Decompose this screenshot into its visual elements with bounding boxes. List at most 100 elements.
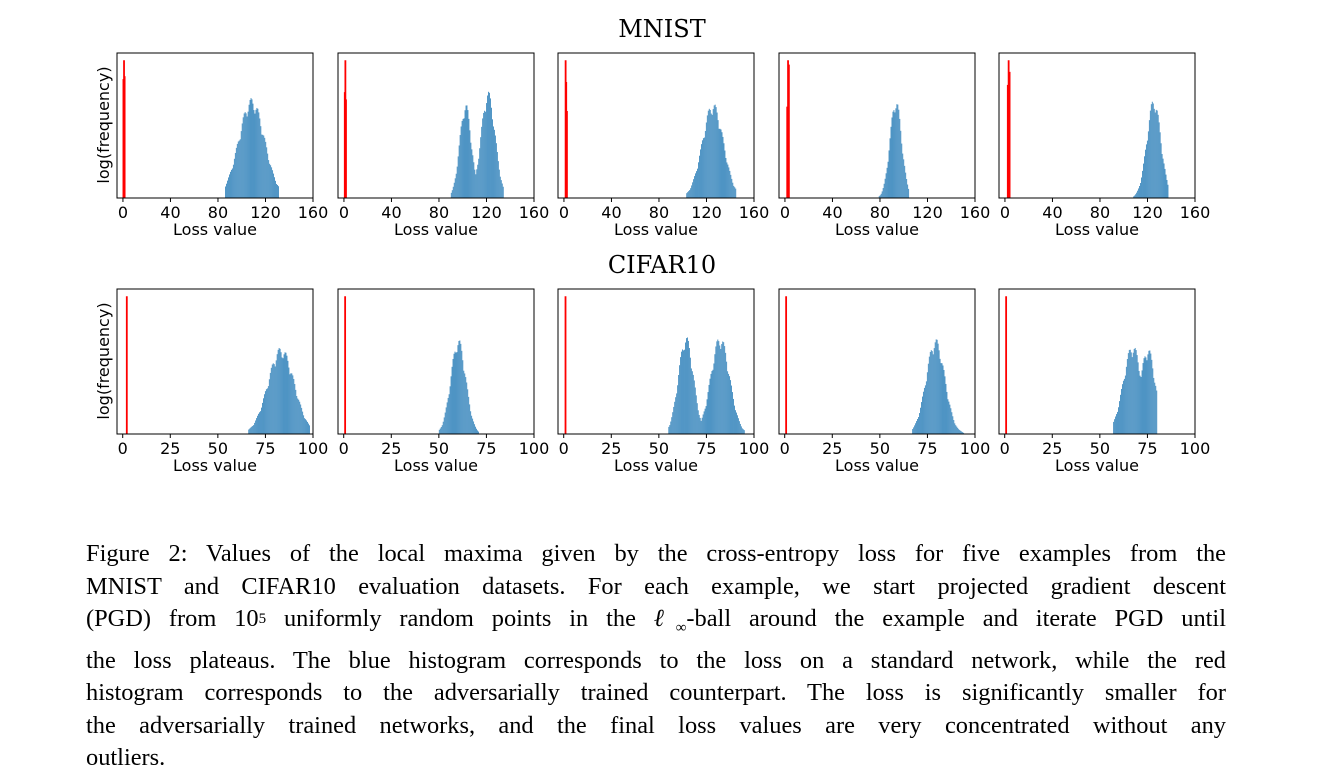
blue-histogram-bar xyxy=(1131,357,1133,434)
blue-histogram-bar xyxy=(264,137,266,198)
blue-histogram-bar xyxy=(232,164,234,198)
blue-histogram-bar xyxy=(236,143,238,198)
blue-histogram-bar xyxy=(1157,114,1159,198)
blue-histogram-bar xyxy=(274,177,275,198)
blue-histogram-bar xyxy=(739,423,741,434)
x-tick-label: 120 xyxy=(912,203,943,222)
blue-histogram-bar xyxy=(929,351,931,434)
blue-histogram-bar xyxy=(475,426,477,434)
blue-histogram-bar xyxy=(284,352,286,434)
blue-histogram-bar xyxy=(732,392,733,434)
blue-histogram-bar xyxy=(1137,362,1139,434)
blue-histogram-bar xyxy=(492,119,493,198)
blue-histogram-bar xyxy=(729,170,731,198)
blue-histogram-bar xyxy=(954,423,956,434)
red-histogram-bar xyxy=(125,296,128,434)
caption-line-4: the loss plateaus. The blue histogram co… xyxy=(86,646,1226,674)
blue-histogram-bar xyxy=(250,98,252,198)
red-histogram-bar xyxy=(1008,71,1011,198)
blue-histogram-bar xyxy=(701,417,703,434)
blue-histogram-bar xyxy=(445,407,447,434)
blue-histogram-bar xyxy=(713,363,715,434)
caption-line-3: (PGD) from 105 uniformly random points i… xyxy=(86,605,1226,637)
blue-histogram-bar xyxy=(1148,350,1150,434)
blue-histogram-bar xyxy=(955,425,957,434)
blue-histogram-bar xyxy=(237,141,239,198)
blue-histogram-bar xyxy=(249,428,251,434)
blue-histogram-bar xyxy=(689,190,691,198)
blue-histogram-bar xyxy=(479,148,481,198)
x-tick-label: 100 xyxy=(1180,439,1211,458)
blue-histogram-bar xyxy=(473,162,475,198)
blue-histogram-bar xyxy=(694,387,696,434)
plot-frame xyxy=(998,288,1196,435)
blue-histogram-bar xyxy=(253,425,255,434)
blue-histogram-bar xyxy=(305,419,307,434)
blue-histogram-bar xyxy=(735,188,737,198)
blue-histogram-bar xyxy=(953,420,955,434)
plot-frame xyxy=(337,288,535,435)
blue-histogram-bar xyxy=(903,159,905,198)
blue-histogram-bar xyxy=(924,385,926,434)
blue-histogram-bar xyxy=(263,398,264,434)
blue-histogram-bar xyxy=(1113,421,1115,434)
blue-histogram-bar xyxy=(235,147,237,198)
blue-histogram-bar xyxy=(741,428,743,434)
blue-histogram-bar xyxy=(1141,370,1143,434)
blue-histogram-bar xyxy=(278,347,280,434)
blue-histogram-bar xyxy=(670,421,672,434)
blue-histogram-bar xyxy=(1114,419,1116,434)
blue-histogram-bar xyxy=(1124,375,1126,434)
blue-histogram-bar xyxy=(308,423,309,434)
blue-histogram-bar xyxy=(1143,358,1145,434)
blue-histogram-bar xyxy=(720,129,722,198)
blue-histogram-bar xyxy=(706,399,708,434)
blue-histogram-bar xyxy=(450,192,452,198)
blue-histogram-bar xyxy=(1143,163,1144,198)
blue-histogram-bar xyxy=(248,104,250,198)
mnist-row-title: MNIST xyxy=(618,15,706,43)
blue-histogram-bar xyxy=(458,145,460,198)
blue-histogram-bar xyxy=(276,183,277,198)
plot-frame xyxy=(557,288,755,435)
x-tick-label: 0 xyxy=(1000,439,1010,458)
blue-histogram-bar xyxy=(1149,350,1151,434)
blue-histogram-bar xyxy=(263,394,265,434)
blue-histogram-bar xyxy=(449,386,451,434)
blue-histogram-bar xyxy=(1132,352,1134,434)
blue-histogram-bar xyxy=(1144,156,1145,198)
x-tick-label: 25 xyxy=(160,439,180,458)
blue-histogram-bar xyxy=(1129,349,1131,434)
histogram-panel: 0 40 80 120 160 Loss value xyxy=(998,52,1210,239)
blue-histogram-bar xyxy=(723,143,725,198)
x-tick-label: 75 xyxy=(1137,439,1157,458)
x-tick-label: 50 xyxy=(649,439,669,458)
blue-histogram-bar xyxy=(1142,170,1143,198)
blue-histogram-bar xyxy=(931,351,933,434)
x-tick-label: 25 xyxy=(381,439,401,458)
blue-histogram-bar xyxy=(1160,143,1162,198)
blue-histogram-bar xyxy=(915,423,917,434)
blue-histogram-bar xyxy=(1152,103,1154,198)
x-tick-label: 50 xyxy=(208,439,228,458)
blue-histogram-bar xyxy=(958,429,960,434)
blue-histogram-bar xyxy=(1151,359,1153,434)
blue-histogram-bar xyxy=(893,110,895,198)
blue-histogram-bar xyxy=(708,108,710,198)
plot-frame xyxy=(778,288,976,435)
blue-histogram-bar xyxy=(731,178,733,198)
x-tick-label: 0 xyxy=(780,439,790,458)
x-tick-label: 100 xyxy=(960,439,991,458)
blue-histogram-bar xyxy=(263,135,265,198)
blue-histogram-bar xyxy=(722,136,724,198)
blue-histogram-bar xyxy=(501,183,503,198)
blue-histogram-bar xyxy=(879,195,881,198)
blue-histogram-bar xyxy=(921,402,922,434)
blue-histogram-bar xyxy=(470,411,472,434)
x-tick-label: 75 xyxy=(917,439,937,458)
blue-histogram-bar xyxy=(1162,158,1164,198)
blue-histogram-bar xyxy=(483,112,485,198)
blue-histogram-bar xyxy=(950,408,952,434)
blue-histogram-bar xyxy=(296,396,298,434)
blue-histogram-bar xyxy=(261,134,263,198)
